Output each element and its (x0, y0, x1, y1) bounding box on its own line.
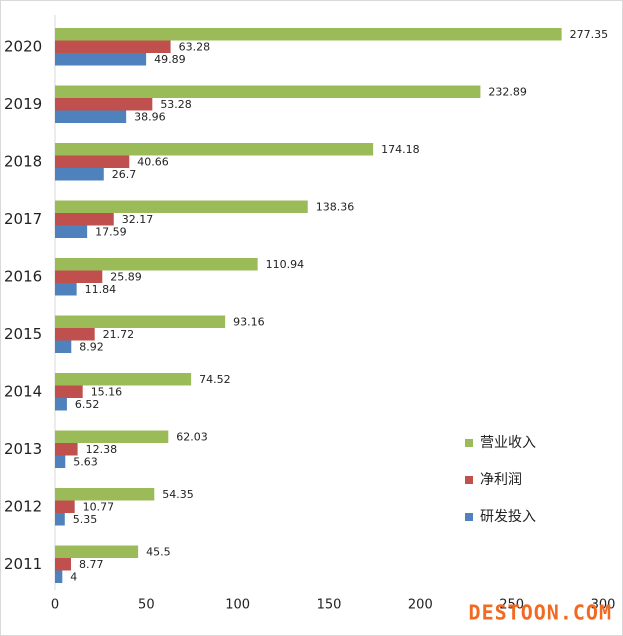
legend-swatch (465, 439, 473, 447)
x-tick-label: 150 (317, 598, 342, 613)
bar (55, 500, 75, 513)
bar (55, 488, 155, 501)
watermark: DESTOON.COM (469, 601, 612, 625)
bar (55, 225, 88, 238)
value-label: 5.35 (73, 513, 98, 526)
value-label: 32.17 (122, 213, 154, 226)
bar (55, 385, 83, 398)
y-tick-label: 2019 (4, 95, 42, 113)
x-tick-label: 300 (591, 598, 616, 613)
value-label: 21.72 (103, 328, 135, 341)
legend-swatch (465, 476, 473, 484)
value-label: 8.92 (79, 340, 104, 353)
value-label: 110.94 (266, 258, 305, 271)
legend-label: 营业收入 (480, 435, 536, 451)
value-label: 10.77 (83, 500, 115, 513)
x-tick-label: 0 (51, 598, 59, 613)
bar (55, 200, 308, 213)
bar (55, 143, 374, 156)
x-tick-label: 100 (225, 598, 250, 613)
x-tick-label: 200 (408, 598, 433, 613)
bar (55, 430, 169, 443)
value-label: 93.16 (233, 315, 265, 328)
bar (55, 443, 78, 456)
value-label: 74.52 (199, 373, 231, 386)
value-label: 12.38 (86, 443, 118, 456)
bar (55, 28, 562, 41)
legend-swatch (465, 513, 473, 521)
value-label: 277.35 (570, 28, 609, 41)
value-label: 17.59 (95, 225, 127, 238)
bar (55, 213, 114, 226)
value-label: 40.66 (137, 155, 169, 168)
value-label: 62.03 (176, 430, 208, 443)
value-label: 15.16 (91, 385, 123, 398)
y-tick-label: 2016 (4, 267, 42, 285)
bar (55, 98, 153, 111)
bar (55, 155, 130, 168)
value-label: 63.28 (179, 40, 211, 53)
y-tick-label: 2011 (4, 555, 42, 573)
bar (55, 545, 139, 558)
bar (55, 513, 65, 526)
value-label: 25.89 (110, 270, 141, 283)
x-tick-label: 250 (499, 598, 524, 613)
bar (55, 340, 72, 353)
value-label: 174.18 (381, 143, 420, 156)
y-tick-label: 2013 (4, 440, 42, 458)
bar (55, 258, 258, 271)
bar (55, 270, 103, 283)
x-tick-label: 50 (138, 598, 155, 613)
bar (55, 373, 192, 386)
value-label: 232.89 (488, 85, 527, 98)
bar (55, 40, 171, 53)
y-tick-label: 2020 (4, 37, 42, 55)
y-tick-label: 2017 (4, 210, 42, 228)
bar (55, 315, 226, 328)
bar (55, 168, 104, 181)
y-tick-label: 2014 (4, 382, 42, 400)
value-label: 4 (70, 570, 77, 583)
bar (55, 570, 63, 583)
bar (55, 328, 95, 341)
y-tick-label: 2018 (4, 152, 42, 170)
bar (55, 558, 72, 571)
value-label: 11.84 (85, 283, 117, 296)
bar (55, 283, 77, 296)
value-label: 38.96 (134, 110, 166, 123)
bar (55, 53, 147, 66)
legend-label: 研发投入 (480, 509, 536, 525)
y-tick-label: 2012 (4, 497, 42, 515)
value-label: 26.7 (112, 168, 137, 181)
value-label: 5.63 (73, 455, 98, 468)
value-label: 6.52 (75, 398, 100, 411)
value-label: 45.5 (146, 545, 171, 558)
value-label: 53.28 (160, 98, 192, 111)
value-label: 54.35 (162, 488, 194, 501)
value-label: 49.89 (154, 53, 186, 66)
y-tick-label: 2015 (4, 325, 42, 343)
legend-label: 净利润 (480, 472, 522, 488)
value-label: 138.36 (316, 200, 355, 213)
value-label: 8.77 (79, 558, 104, 571)
bar (55, 455, 66, 468)
bar (55, 110, 127, 123)
bar (55, 85, 481, 98)
bar (55, 398, 67, 411)
